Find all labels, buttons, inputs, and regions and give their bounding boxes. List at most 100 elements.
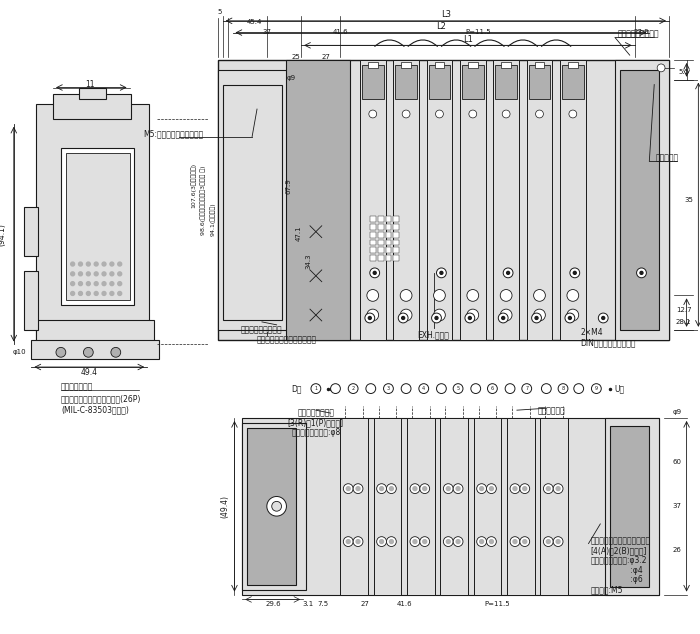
Bar — [610, 426, 650, 586]
Circle shape — [330, 384, 340, 394]
Circle shape — [102, 281, 106, 285]
Circle shape — [520, 537, 530, 547]
Circle shape — [353, 484, 363, 493]
Circle shape — [657, 64, 665, 72]
Circle shape — [513, 487, 517, 491]
Text: 27: 27 — [360, 602, 370, 607]
Text: [4(A)、2(B)ポート]: [4(A)、2(B)ポート] — [591, 546, 647, 555]
Circle shape — [78, 292, 83, 295]
Circle shape — [556, 487, 560, 491]
Circle shape — [384, 384, 393, 394]
Text: 適用チューブ外径:φ8: 適用チューブ外径:φ8 — [291, 428, 340, 437]
Circle shape — [543, 537, 553, 547]
Circle shape — [543, 484, 553, 493]
Circle shape — [569, 110, 577, 118]
Circle shape — [343, 537, 353, 547]
Circle shape — [348, 384, 358, 394]
Circle shape — [78, 262, 83, 266]
Bar — [378, 240, 384, 245]
Text: コネクタ方向切抛マニュアル: コネクタ方向切抛マニュアル — [256, 335, 316, 344]
Bar — [32, 340, 159, 359]
Circle shape — [110, 281, 114, 285]
Circle shape — [433, 290, 445, 301]
Bar — [526, 60, 552, 340]
Circle shape — [410, 537, 420, 547]
Circle shape — [437, 384, 447, 394]
Text: EXH.吟出口: EXH.吟出口 — [418, 330, 449, 339]
Circle shape — [500, 290, 512, 301]
Circle shape — [420, 537, 430, 547]
Bar — [460, 60, 486, 340]
Circle shape — [78, 281, 83, 285]
Circle shape — [435, 110, 443, 118]
Circle shape — [531, 313, 541, 323]
Circle shape — [373, 271, 376, 275]
Circle shape — [447, 487, 450, 491]
Bar — [374, 418, 401, 595]
Bar — [560, 60, 586, 340]
Circle shape — [556, 540, 560, 543]
Circle shape — [94, 292, 98, 295]
Circle shape — [343, 484, 353, 493]
Circle shape — [487, 384, 497, 394]
Circle shape — [498, 313, 508, 323]
Circle shape — [480, 487, 484, 491]
Bar — [378, 231, 384, 238]
Circle shape — [453, 537, 463, 547]
Bar — [247, 428, 296, 585]
Circle shape — [500, 309, 512, 321]
Text: 25: 25 — [292, 54, 300, 60]
Circle shape — [523, 540, 526, 543]
Circle shape — [94, 262, 98, 266]
Text: 37: 37 — [262, 29, 272, 35]
Bar — [223, 84, 281, 320]
Bar — [386, 224, 391, 230]
Bar — [378, 247, 384, 253]
Circle shape — [533, 309, 545, 321]
Circle shape — [346, 540, 350, 543]
Circle shape — [640, 271, 643, 275]
Text: 60: 60 — [672, 459, 681, 465]
Bar — [78, 87, 106, 100]
Bar — [66, 153, 130, 301]
Bar — [494, 60, 519, 340]
Circle shape — [471, 384, 481, 394]
Circle shape — [573, 271, 576, 275]
Text: 三角マーク表示位置: 三角マーク表示位置 — [241, 325, 283, 334]
Text: [3(R)、1(P)ポート]: [3(R)、1(P)ポート] — [288, 418, 344, 427]
Text: φ9: φ9 — [287, 75, 296, 81]
Bar — [386, 240, 391, 245]
Text: 7.5: 7.5 — [317, 602, 328, 607]
Circle shape — [522, 384, 531, 394]
Text: インジケータランプ: インジケータランプ — [617, 29, 659, 38]
Text: L3: L3 — [441, 10, 451, 20]
Circle shape — [118, 292, 122, 295]
Circle shape — [510, 484, 520, 493]
Circle shape — [489, 487, 493, 491]
Circle shape — [78, 272, 83, 276]
Text: 23.9: 23.9 — [634, 29, 650, 35]
Bar — [218, 70, 291, 330]
Circle shape — [272, 501, 281, 511]
Circle shape — [56, 347, 66, 357]
Text: (MIL-C-83503準拠品): (MIL-C-83503準拠品) — [61, 406, 129, 415]
Circle shape — [368, 316, 371, 320]
Bar — [393, 240, 399, 245]
Text: 4: 4 — [422, 386, 426, 391]
Text: 5: 5 — [456, 386, 460, 391]
Text: 26: 26 — [672, 547, 681, 553]
Circle shape — [377, 484, 386, 493]
Circle shape — [502, 316, 505, 320]
Circle shape — [386, 537, 396, 547]
Circle shape — [94, 281, 98, 285]
Circle shape — [83, 347, 93, 357]
Text: 41.6: 41.6 — [332, 29, 348, 35]
Text: 98.6(ダブル、デュアル3ポート 式): 98.6(ダブル、デュアル3ポート 式) — [200, 165, 206, 235]
Bar — [370, 247, 376, 253]
Bar — [435, 62, 444, 68]
Circle shape — [367, 290, 379, 301]
Circle shape — [574, 384, 584, 394]
Bar — [61, 148, 134, 305]
Text: 3: 3 — [387, 386, 390, 391]
Bar — [562, 65, 584, 100]
